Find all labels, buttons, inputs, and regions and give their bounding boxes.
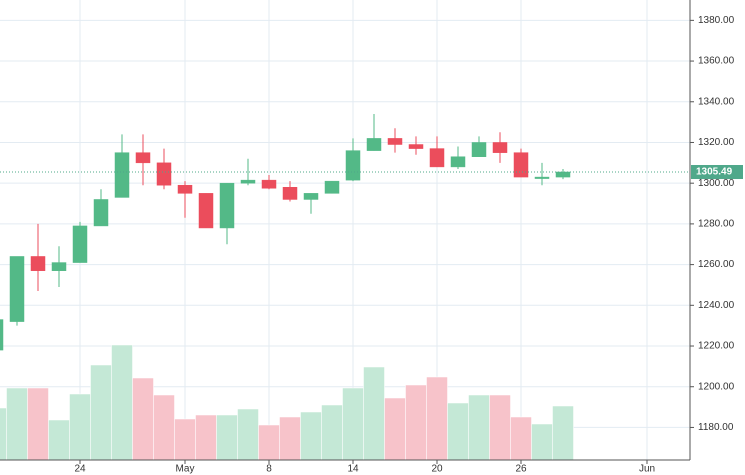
y-tick-label: 1280.00: [698, 219, 735, 230]
volume-bar: [69, 393, 91, 461]
x-tick-label: May: [176, 464, 195, 475]
y-tick-label: 1240.00: [698, 300, 735, 311]
candle-body: [240, 179, 256, 184]
x-tick-label: 24: [74, 464, 86, 475]
candle-body: [408, 144, 424, 149]
x-tick-label: 8: [266, 464, 272, 475]
x-tick-label: 14: [347, 464, 359, 475]
volume-bar: [0, 407, 7, 461]
candle-body: [114, 152, 130, 198]
volume-bar: [489, 394, 511, 461]
candle-body: [93, 199, 109, 227]
y-tick-label: 1300.00: [698, 178, 735, 189]
volume-bar: [279, 416, 301, 461]
volume-bar: [6, 387, 28, 461]
candle-body: [156, 162, 172, 186]
y-tick-label: 1320.00: [698, 137, 735, 148]
volume-bar: [384, 397, 406, 461]
volume-bar: [510, 416, 532, 461]
candle-body: [261, 179, 277, 189]
volume-bar: [216, 414, 238, 461]
candle-body: [492, 142, 508, 153]
candle-body: [177, 184, 193, 194]
volume-bar: [447, 402, 469, 461]
y-tick-label: 1340.00: [698, 96, 735, 107]
y-tick-label: 1220.00: [698, 341, 735, 352]
candle-body: [366, 138, 382, 151]
candle-body: [282, 187, 298, 200]
x-tick-label: 20: [431, 464, 443, 475]
candle-body: [303, 193, 319, 200]
candle-body: [555, 171, 571, 178]
candle-body: [471, 142, 487, 157]
volume-bar: [300, 411, 322, 461]
y-tick-label: 1360.00: [698, 56, 735, 67]
y-tick-label: 1260.00: [698, 259, 735, 270]
price-label: 1305.49: [696, 167, 733, 178]
candle-body: [513, 152, 529, 178]
candle-body: [135, 152, 151, 164]
volume-bar: [342, 387, 364, 461]
x-tick-label: 26: [515, 464, 527, 475]
volume-bar: [258, 424, 280, 461]
candle-body: [219, 182, 235, 229]
volume-bar: [321, 404, 343, 461]
volume-bar: [90, 364, 112, 461]
volume-bar: [153, 394, 175, 461]
candle-body: [72, 225, 88, 263]
y-tick-label: 1200.00: [698, 381, 735, 392]
candle-body: [429, 148, 445, 168]
volume-bar: [48, 419, 70, 461]
volume-bar: [174, 418, 196, 461]
volume-bar: [111, 344, 133, 461]
candle-body: [9, 256, 25, 322]
y-tick-label: 1380.00: [698, 15, 735, 26]
volume-bar: [468, 394, 490, 461]
volume-bar: [363, 366, 385, 461]
candle-body: [51, 262, 67, 271]
y-tick-label: 1180.00: [698, 422, 734, 433]
volume-bar: [237, 408, 259, 461]
candle-body: [450, 156, 466, 168]
volume-bar: [552, 405, 574, 461]
candle-body: [0, 319, 4, 351]
candle-body: [387, 138, 403, 145]
volume-bar: [195, 414, 217, 461]
candle-body: [534, 176, 550, 179]
volume-bar: [132, 377, 154, 461]
volume-bar: [27, 387, 49, 461]
candle-body: [30, 256, 46, 271]
volume-bar: [405, 384, 427, 461]
x-tick-label: Jun: [639, 464, 655, 475]
candle-body: [198, 193, 214, 229]
candle-body: [324, 180, 340, 194]
volume-bar: [426, 376, 448, 461]
volume-bar: [531, 423, 553, 461]
candle-body: [345, 150, 361, 181]
price-label-box: [691, 165, 743, 180]
